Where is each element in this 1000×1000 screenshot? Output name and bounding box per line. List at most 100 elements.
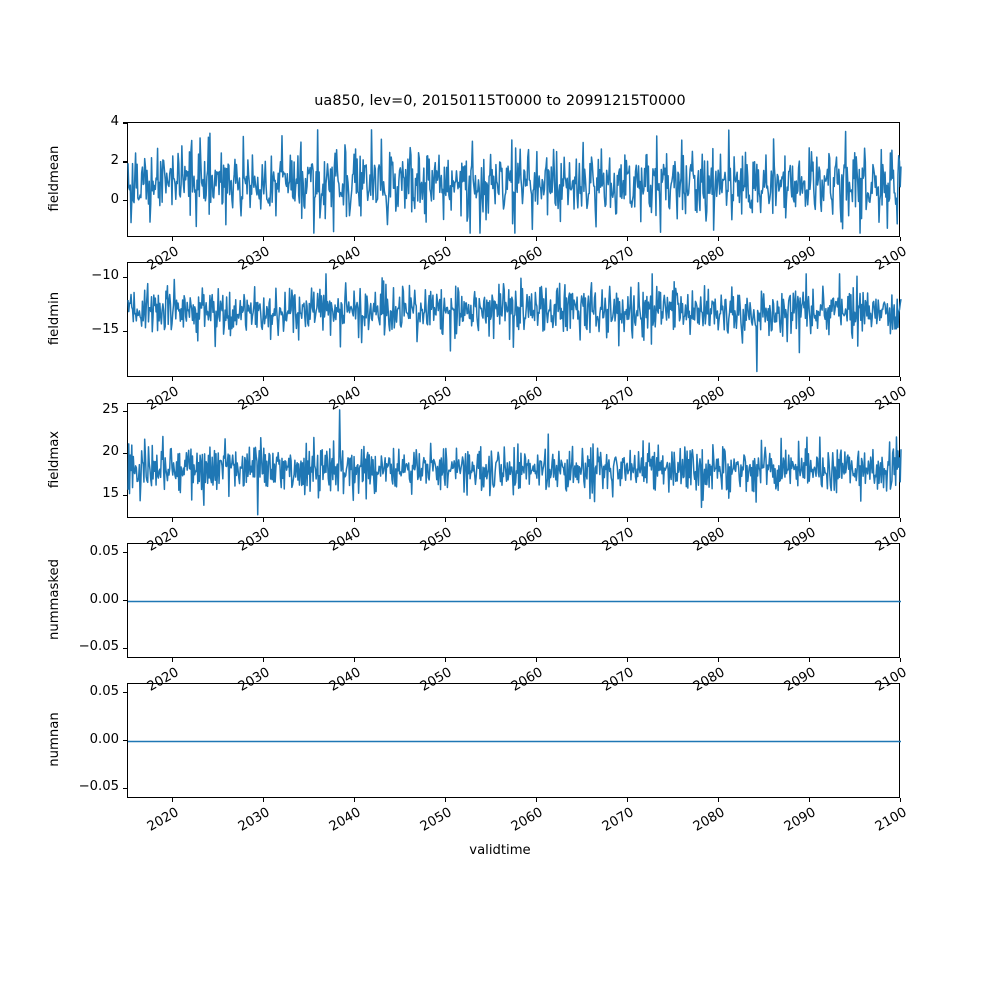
x-tick-mark	[535, 237, 537, 242]
x-tick-mark	[899, 377, 901, 382]
x-tick-mark	[535, 798, 537, 803]
y-tick-mark	[122, 330, 127, 332]
x-tick-mark	[535, 658, 537, 663]
y-tick-label: −15	[91, 322, 119, 338]
y-tick-label: 15	[102, 486, 119, 502]
y-tick-mark	[122, 787, 127, 789]
x-tick-mark	[353, 377, 355, 382]
plot-area-numnan	[128, 740, 901, 743]
series-line-fieldmax	[127, 409, 902, 516]
x-tick-mark	[626, 518, 628, 523]
x-tick-mark	[626, 798, 628, 803]
x-tick-mark	[262, 518, 264, 523]
x-tick-label: 2080	[691, 805, 728, 835]
x-tick-mark	[262, 237, 264, 242]
y-tick-mark	[122, 740, 127, 742]
x-tick-mark	[444, 798, 446, 803]
x-tick-mark	[171, 518, 173, 523]
figure-title: ua850, lev=0, 20150115T0000 to 20991215T…	[314, 93, 686, 109]
y-axis-label-fieldmean: fieldmean	[46, 145, 62, 211]
y-tick-mark	[122, 161, 127, 163]
x-tick-mark	[353, 518, 355, 523]
x-tick-mark	[353, 658, 355, 663]
x-tick-mark	[899, 237, 901, 242]
y-tick-mark	[122, 276, 127, 278]
x-tick-label: 2040	[327, 805, 364, 835]
x-tick-mark	[262, 377, 264, 382]
x-tick-mark	[899, 658, 901, 663]
y-tick-mark	[122, 452, 127, 454]
x-tick-mark	[717, 237, 719, 242]
x-tick-label: 2060	[509, 805, 546, 835]
y-axis-label-fieldmax: fieldmax	[46, 430, 62, 488]
x-tick-mark	[444, 518, 446, 523]
x-tick-mark	[171, 237, 173, 242]
y-tick-mark	[122, 494, 127, 496]
y-tick-mark	[122, 552, 127, 554]
x-tick-mark	[808, 518, 810, 523]
subplot-numnan	[127, 683, 901, 798]
x-tick-mark	[444, 658, 446, 663]
x-tick-mark	[717, 798, 719, 803]
x-tick-mark	[171, 798, 173, 803]
x-tick-label: 2090	[782, 805, 819, 835]
y-tick-label: 25	[102, 402, 119, 418]
x-tick-label: 2050	[418, 805, 455, 835]
x-tick-mark	[626, 658, 628, 663]
x-tick-mark	[262, 658, 264, 663]
x-tick-mark	[444, 377, 446, 382]
x-tick-label: 2020	[145, 805, 182, 835]
y-tick-label: −0.05	[78, 639, 119, 655]
x-tick-mark	[171, 658, 173, 663]
y-tick-mark	[122, 200, 127, 202]
y-tick-mark	[122, 647, 127, 649]
y-tick-label: 2	[110, 152, 119, 168]
x-tick-mark	[353, 798, 355, 803]
x-tick-label: 2030	[236, 805, 273, 835]
x-axis-label: validtime	[469, 843, 531, 858]
x-tick-label: 2100	[873, 805, 910, 835]
subplot-fieldmin	[127, 262, 902, 377]
y-tick-mark	[122, 122, 127, 124]
x-tick-mark	[535, 377, 537, 382]
y-tick-label: 4	[110, 113, 119, 129]
y-tick-label: 0	[110, 191, 119, 207]
x-tick-mark	[444, 237, 446, 242]
y-tick-label: −10	[91, 268, 119, 284]
x-tick-mark	[808, 798, 810, 803]
y-tick-label: 20	[102, 444, 119, 460]
y-axis-label-fieldmin: fieldmin	[46, 291, 62, 345]
x-tick-mark	[626, 237, 628, 242]
x-tick-label: 2070	[600, 805, 637, 835]
subplot-nummasked	[127, 543, 901, 658]
x-tick-mark	[808, 658, 810, 663]
x-tick-mark	[717, 658, 719, 663]
y-tick-label: −0.05	[78, 779, 119, 795]
plot-area-nummasked	[128, 600, 901, 603]
x-tick-mark	[899, 798, 901, 803]
x-tick-mark	[262, 798, 264, 803]
x-tick-mark	[535, 518, 537, 523]
y-tick-label: 0.00	[89, 591, 119, 607]
x-tick-mark	[353, 237, 355, 242]
x-tick-mark	[171, 377, 173, 382]
y-tick-label: 0.00	[89, 731, 119, 747]
x-tick-mark	[717, 377, 719, 382]
y-tick-mark	[122, 692, 127, 694]
y-tick-label: 0.05	[89, 683, 119, 699]
x-tick-mark	[808, 377, 810, 382]
plot-area-fieldmax	[127, 409, 902, 516]
x-tick-mark	[899, 518, 901, 523]
y-axis-label-nummasked: nummasked	[46, 558, 62, 640]
subplot-fieldmax	[127, 403, 902, 518]
y-tick-mark	[122, 600, 127, 602]
series-line-fieldmin	[127, 273, 902, 373]
y-tick-mark	[122, 410, 127, 412]
plot-area-fieldmin	[127, 273, 902, 373]
x-tick-mark	[808, 237, 810, 242]
y-tick-label: 0.05	[89, 543, 119, 559]
subplot-fieldmean	[127, 122, 902, 237]
x-tick-mark	[626, 377, 628, 382]
plot-area-fieldmean	[127, 129, 902, 234]
